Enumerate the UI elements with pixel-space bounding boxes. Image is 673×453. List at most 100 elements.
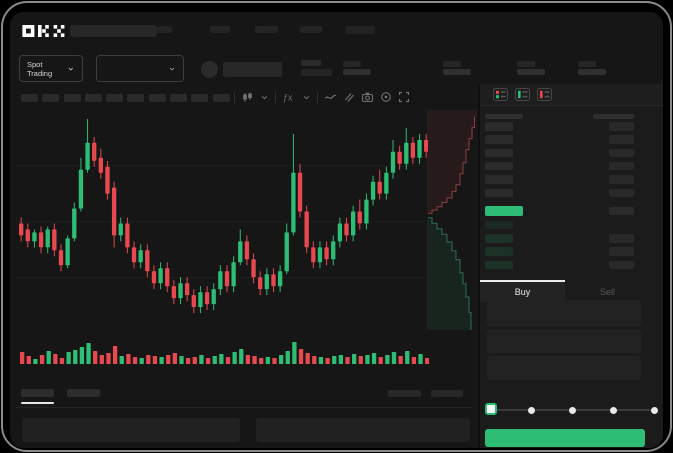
candle <box>304 205 309 254</box>
orderbook-row[interactable] <box>480 188 640 198</box>
orderbook-panel: Buy Sell <box>480 84 663 448</box>
bottom-tab-active-placeholder[interactable] <box>21 389 54 397</box>
orders-table-placeholder <box>22 418 240 442</box>
chevron-down-icon[interactable] <box>260 93 269 102</box>
slider-stop[interactable] <box>528 406 536 414</box>
orderbook-row[interactable] <box>480 161 640 171</box>
slider-stop[interactable] <box>650 406 658 414</box>
volume-bar <box>33 359 38 364</box>
candle <box>211 283 216 311</box>
candle <box>224 265 230 293</box>
candle <box>171 280 177 305</box>
orderbook-row[interactable] <box>480 135 640 144</box>
candle <box>178 277 183 305</box>
bottom-tab-placeholder[interactable] <box>67 389 100 397</box>
volume-bar <box>325 358 330 364</box>
ticker-stat-placeholder <box>443 61 471 75</box>
slider-stop[interactable] <box>609 406 617 414</box>
tab-sell[interactable]: Sell <box>599 286 615 297</box>
book-split-view-icon[interactable] <box>493 88 508 101</box>
trade-tabs: Buy Sell <box>480 281 650 302</box>
pair-dropdown[interactable] <box>96 55 184 82</box>
orderbook-row[interactable] <box>480 148 640 158</box>
ask-price-bar-placeholder <box>485 148 513 158</box>
bottom-header-action-placeholder[interactable] <box>388 390 421 397</box>
timeframe-button-placeholder[interactable] <box>191 94 209 102</box>
ticker-stat-placeholder <box>343 61 371 75</box>
timeframe-button-placeholder[interactable] <box>170 94 188 102</box>
book-bids-view-icon[interactable] <box>515 88 530 101</box>
nav-action-placeholder[interactable] <box>346 26 375 34</box>
candle <box>331 235 336 266</box>
book-asks-view-icon[interactable] <box>537 88 552 101</box>
ask-price-bar-placeholder <box>485 175 513 184</box>
orderbook-row[interactable] <box>480 247 640 256</box>
svg-text:ƒx: ƒx <box>283 93 293 103</box>
timeframe-button-placeholder[interactable] <box>212 94 230 102</box>
timeframe-button-placeholder[interactable] <box>84 94 102 102</box>
search-input[interactable] <box>70 25 157 37</box>
timeframe-button-placeholder[interactable] <box>63 94 81 102</box>
candle <box>151 265 157 290</box>
orderbook-row[interactable] <box>480 234 640 243</box>
line-tool-icon[interactable] <box>324 91 337 103</box>
volume-bar <box>199 355 204 364</box>
nav-item-placeholder[interactable] <box>210 26 230 33</box>
last-price-bar[interactable] <box>484 205 523 216</box>
submit-buy-button[interactable] <box>485 429 645 447</box>
book-price-header-placeholder <box>485 114 523 119</box>
bid-price-bar-placeholder <box>485 247 513 256</box>
nav-item-placeholder[interactable] <box>300 26 322 33</box>
bottom-header-action-placeholder[interactable] <box>431 390 463 397</box>
volume-bar <box>119 356 124 364</box>
compare-icon[interactable] <box>343 91 355 103</box>
price-sub-placeholder <box>301 69 332 76</box>
ask-price-bar-placeholder <box>485 188 513 197</box>
target-icon[interactable] <box>380 91 392 103</box>
depth-bids-line <box>428 217 472 330</box>
chevron-down-icon[interactable] <box>302 93 311 102</box>
volume-bar <box>305 353 310 364</box>
timeframe-button-placeholder[interactable] <box>21 94 38 102</box>
slider-handle[interactable] <box>485 403 497 415</box>
volume-bar <box>418 354 423 364</box>
candle <box>198 286 203 314</box>
candle <box>204 286 210 311</box>
slider-stop[interactable] <box>569 406 576 414</box>
chevron-down-icon <box>68 67 74 71</box>
ticker-stat-placeholder <box>517 61 545 75</box>
volume-bar <box>99 355 104 364</box>
order-input-placeholder[interactable] <box>487 356 641 380</box>
volume-bar <box>112 346 118 364</box>
candlestick-chart[interactable] <box>16 110 428 325</box>
market-type-dropdown[interactable]: Spot Trading <box>19 55 83 82</box>
nav-item-placeholder[interactable] <box>157 26 172 33</box>
order-input-placeholder[interactable] <box>487 300 641 326</box>
fullscreen-icon[interactable] <box>398 91 410 103</box>
orderbook-row[interactable] <box>480 122 640 131</box>
market-type-label: Spot Trading <box>27 59 53 78</box>
depth-asks-area <box>427 110 477 214</box>
candle <box>357 199 362 230</box>
amount-bar-placeholder <box>609 135 634 144</box>
orderbook-view-toggles <box>480 84 663 106</box>
timeframe-button-placeholder[interactable] <box>127 94 145 102</box>
order-input-placeholder[interactable] <box>487 330 641 353</box>
amount-bar-placeholder <box>609 247 634 256</box>
chart-style-icon[interactable] <box>241 91 254 104</box>
candle <box>218 265 223 296</box>
orderbook-row[interactable] <box>480 175 640 184</box>
tab-buy[interactable]: Buy <box>480 281 565 302</box>
chevron-down-icon <box>169 67 175 71</box>
indicators-icon[interactable]: ƒx <box>282 91 296 103</box>
volume-bar <box>405 351 410 364</box>
timeframe-button-placeholder[interactable] <box>148 94 166 102</box>
orderbook-row[interactable] <box>480 220 640 230</box>
timeframe-button-placeholder[interactable] <box>106 94 124 102</box>
orderbook-row[interactable] <box>480 260 640 270</box>
timeframe-button-placeholder[interactable] <box>42 94 60 102</box>
candle <box>424 133 428 158</box>
screenshot-icon[interactable] <box>361 91 374 103</box>
candle <box>38 226 44 254</box>
nav-item-placeholder[interactable] <box>255 26 278 33</box>
